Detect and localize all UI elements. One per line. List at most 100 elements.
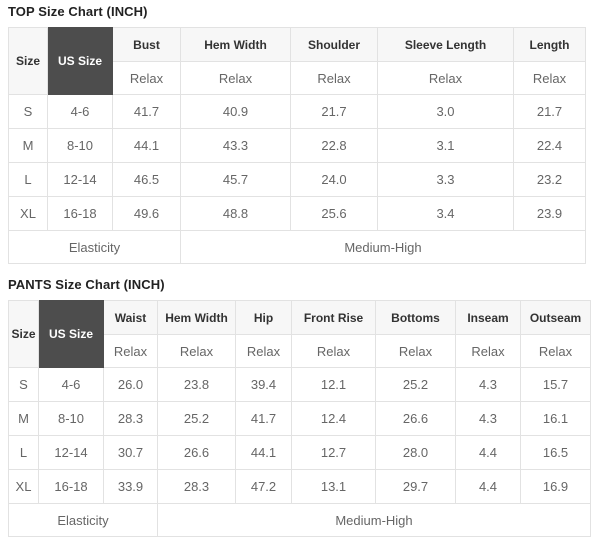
value-cell: 12.4 [291,401,376,436]
relax-subheader-cell: Relax [377,61,514,95]
value-cell: 13.1 [291,469,376,504]
elasticity-label-cell: Elasticity [8,503,158,537]
us-size-cell: 16-18 [38,469,104,504]
value-cell: 25.2 [375,367,456,402]
us-size-cell: 8-10 [38,401,104,436]
column-header-cell: Bottoms [375,300,456,335]
relax-subheader-cell: Relax [520,334,591,368]
relax-subheader-cell: Relax [455,334,521,368]
table-row: L 12-14 46.5 45.7 24.0 3.3 23.2 [8,162,586,197]
value-cell: 16.9 [520,469,591,504]
size-cell: XL [8,196,48,231]
column-header-cell: Outseam [520,300,591,335]
pants-chart-title: PANTS Size Chart (INCH) [8,277,165,292]
column-header-cell: Inseam [455,300,521,335]
us-size-header-cell: US Size [38,300,104,368]
column-header-cell: Hem Width [157,300,236,335]
value-cell: 15.7 [520,367,591,402]
value-cell: 39.4 [235,367,292,402]
column-header-cell: Front Rise [291,300,376,335]
elasticity-row: Elasticity Medium-High [8,503,591,537]
size-chart-page: TOP Size Chart (INCH) Size US Size Bust … [8,4,591,537]
column-header-cell: Hip [235,300,292,335]
elasticity-label-cell: Elasticity [8,230,181,264]
value-cell: 12.7 [291,435,376,470]
value-cell: 44.1 [112,128,181,163]
value-cell: 23.9 [513,196,586,231]
size-cell: L [8,435,39,470]
value-cell: 24.0 [290,162,378,197]
value-cell: 4.4 [455,469,521,504]
size-cell: S [8,94,48,129]
relax-subheader-cell: Relax [290,61,378,95]
elasticity-value-cell: Medium-High [157,503,591,537]
value-cell: 28.3 [157,469,236,504]
value-cell: 4.4 [455,435,521,470]
relax-subheader-cell: Relax [180,61,291,95]
table-row: M 8-10 28.3 25.2 41.7 12.4 26.6 4.3 16.1 [8,401,591,436]
table-row: S 4-6 41.7 40.9 21.7 3.0 21.7 [8,94,586,129]
value-cell: 25.6 [290,196,378,231]
us-size-cell: 16-18 [47,196,113,231]
value-cell: 16.1 [520,401,591,436]
value-cell: 12.1 [291,367,376,402]
relax-subheader-cell: Relax [375,334,456,368]
column-header-cell: Shoulder [290,27,378,62]
elasticity-value-cell: Medium-High [180,230,586,264]
value-cell: 16.5 [520,435,591,470]
value-cell: 49.6 [112,196,181,231]
value-cell: 23.8 [157,367,236,402]
size-cell: S [8,367,39,402]
value-cell: 48.8 [180,196,291,231]
value-cell: 26.6 [375,401,456,436]
top-header-row: Size US Size Bust Hem Width Shoulder Sle… [8,27,586,95]
pants-subheader-row: Relax Relax Relax Relax Relax Relax Rela… [9,334,591,368]
value-cell: 21.7 [290,94,378,129]
relax-subheader-cell: Relax [513,61,586,95]
value-cell: 41.7 [112,94,181,129]
value-cell: 46.5 [112,162,181,197]
size-cell: M [8,128,48,163]
value-cell: 47.2 [235,469,292,504]
size-header-cell: Size [8,300,39,368]
pants-size-chart-table: Size US Size Waist Hem Width Hip Front R… [8,300,591,537]
value-cell: 3.4 [377,196,514,231]
table-row: S 4-6 26.0 23.8 39.4 12.1 25.2 4.3 15.7 [8,367,591,402]
column-header-cell: Length [513,27,586,62]
top-size-chart-table: Size US Size Bust Hem Width Shoulder Sle… [8,27,586,264]
us-size-cell: 4-6 [47,94,113,129]
value-cell: 41.7 [235,401,292,436]
relax-subheader-cell: Relax [103,334,158,368]
value-cell: 45.7 [180,162,291,197]
size-cell: L [8,162,48,197]
value-cell: 43.3 [180,128,291,163]
value-cell: 28.3 [103,401,158,436]
us-size-cell: 4-6 [38,367,104,402]
value-cell: 33.9 [103,469,158,504]
elasticity-row: Elasticity Medium-High [8,230,586,264]
value-cell: 26.0 [103,367,158,402]
table-row: XL 16-18 49.6 48.8 25.6 3.4 23.9 [8,196,586,231]
table-row: M 8-10 44.1 43.3 22.8 3.1 22.4 [8,128,586,163]
value-cell: 21.7 [513,94,586,129]
size-header-cell: Size [8,27,48,95]
pants-header-row: Size US Size Waist Hem Width Hip Front R… [8,300,591,368]
relax-subheader-cell: Relax [112,61,181,95]
us-size-cell: 12-14 [47,162,113,197]
us-size-cell: 8-10 [47,128,113,163]
value-cell: 44.1 [235,435,292,470]
value-cell: 23.2 [513,162,586,197]
size-cell: M [8,401,39,436]
table-row: XL 16-18 33.9 28.3 47.2 13.1 29.7 4.4 16… [8,469,591,504]
value-cell: 29.7 [375,469,456,504]
value-cell: 25.2 [157,401,236,436]
column-header-cell: Waist [103,300,158,335]
us-size-header-cell: US Size [47,27,113,95]
value-cell: 3.0 [377,94,514,129]
top-subheader-row: Relax Relax Relax Relax Relax [9,61,586,95]
table-row: L 12-14 30.7 26.6 44.1 12.7 28.0 4.4 16.… [8,435,591,470]
column-header-cell: Hem Width [180,27,291,62]
value-cell: 30.7 [103,435,158,470]
value-cell: 40.9 [180,94,291,129]
size-cell: XL [8,469,39,504]
